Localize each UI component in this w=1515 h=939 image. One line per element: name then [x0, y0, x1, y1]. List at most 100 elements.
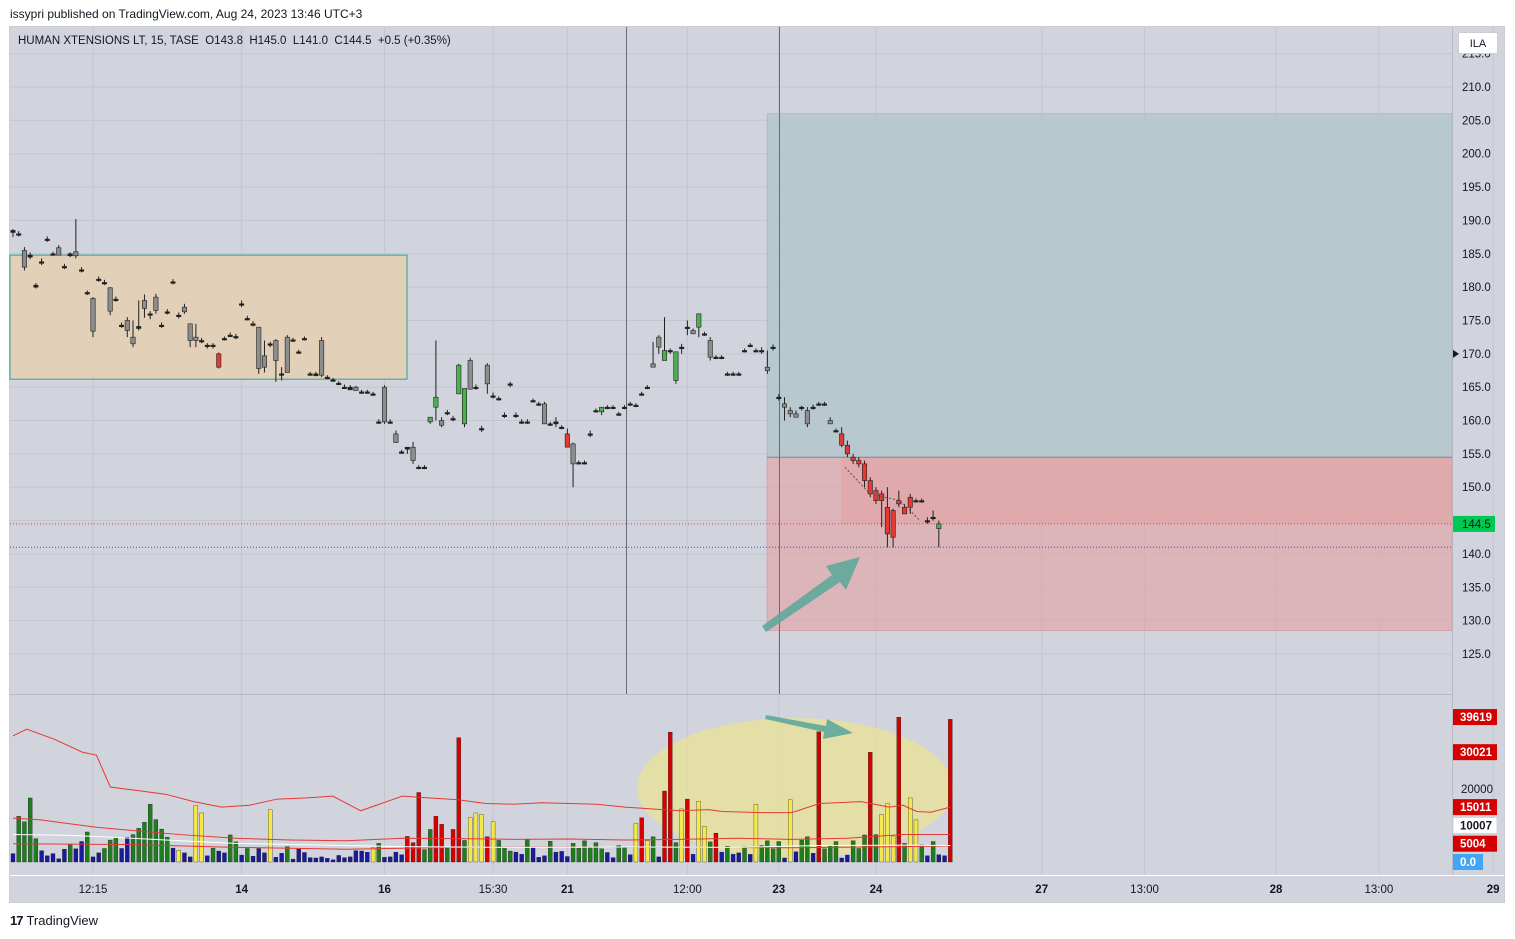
- volume-bar: [879, 814, 884, 863]
- volume-bar: [148, 804, 153, 863]
- candle-body: [176, 314, 182, 317]
- candle: [96, 276, 102, 282]
- volume-bar: [490, 821, 496, 863]
- volume-bar: [410, 842, 416, 863]
- volume-axis: 20000 39619 30021 15011 10007 5004 0.0: [1452, 709, 1498, 870]
- volume-bar: [428, 829, 433, 863]
- candle-body: [650, 363, 656, 368]
- volume-bar: [810, 853, 816, 863]
- last-price-badge: [1453, 515, 1495, 532]
- candle-body: [393, 433, 399, 443]
- volume-bar: [948, 719, 953, 863]
- volume-bar: [330, 859, 336, 863]
- volume-bar: [182, 852, 187, 863]
- volume-bar: [576, 847, 581, 863]
- volume-bar: [399, 854, 404, 863]
- price-tick-label: 200.0: [1462, 149, 1491, 161]
- volume-bar: [582, 840, 587, 863]
- volume-bar: [696, 801, 701, 863]
- price-tick-label: 170.0: [1462, 349, 1491, 361]
- volume-value-badge: [1453, 709, 1497, 726]
- candle-body: [770, 346, 776, 349]
- candle: [21, 247, 27, 271]
- time-axis-background: [10, 876, 1504, 902]
- volume-bar: [593, 842, 599, 863]
- volume-bar: [650, 836, 656, 863]
- volume-bar: [605, 852, 610, 863]
- candle-body: [399, 451, 405, 454]
- candle-body: [21, 250, 27, 268]
- candle-body: [862, 463, 868, 481]
- candle: [604, 405, 610, 410]
- volume-bar: [862, 834, 867, 863]
- candle: [844, 440, 850, 458]
- candle-body: [84, 292, 90, 295]
- volume-value-badge: [1453, 799, 1497, 816]
- currency-button[interactable]: ILA: [1458, 32, 1498, 54]
- candle-body: [159, 324, 165, 327]
- candle: [296, 349, 302, 354]
- candle-body: [90, 298, 96, 332]
- volume-bar: [256, 848, 261, 863]
- price-axis-background: [1453, 27, 1504, 875]
- volume-bar: [485, 836, 490, 863]
- volume-bar: [885, 803, 890, 863]
- tradingview-logo[interactable]: 17 TradingView: [10, 913, 98, 928]
- volume-bar: [513, 851, 519, 863]
- candle: [427, 416, 433, 424]
- candle-body: [919, 500, 925, 503]
- volume-bar: [553, 851, 559, 863]
- candle: [181, 303, 187, 314]
- volume-bar: [908, 797, 913, 863]
- volume-value-badge: [1453, 854, 1483, 870]
- candle-body: [541, 403, 547, 425]
- volume-bar: [730, 854, 736, 863]
- volume-band-middle: [12, 817, 951, 842]
- candle-body: [273, 340, 279, 361]
- candle-body: [799, 406, 805, 409]
- volume-bar: [673, 842, 679, 863]
- candle: [804, 407, 810, 428]
- candle-body: [913, 500, 919, 503]
- candle-body: [370, 393, 376, 396]
- volume-bar: [816, 731, 821, 863]
- volume-bar: [913, 819, 919, 863]
- candle: [639, 391, 645, 396]
- candle: [44, 236, 50, 242]
- volume-bar: [822, 848, 827, 863]
- candle: [10, 229, 16, 238]
- time-tick-label: 12:15: [79, 884, 108, 896]
- time-tick-label: 13:00: [1130, 884, 1159, 896]
- candle-body: [753, 350, 759, 353]
- volume-bar: [736, 852, 741, 863]
- candle: [770, 344, 776, 351]
- candle: [627, 401, 633, 406]
- time-tick-label: 21: [561, 884, 574, 896]
- candle-body: [536, 403, 542, 406]
- volume-bar: [296, 848, 301, 863]
- candle: [702, 331, 708, 336]
- candle: [330, 377, 336, 382]
- candle-body: [404, 446, 410, 450]
- candle: [936, 520, 942, 548]
- volume-bar: [770, 848, 776, 863]
- candle: [461, 388, 467, 428]
- time-tick-label: 12:00: [673, 884, 702, 896]
- candle: [284, 335, 290, 373]
- candle-body: [524, 421, 530, 424]
- candle-body: [816, 403, 822, 406]
- candle: [39, 258, 45, 266]
- candle-body: [787, 410, 793, 415]
- candle-body: [67, 253, 73, 257]
- candle: [827, 417, 833, 425]
- candle: [199, 337, 205, 344]
- candle-body: [39, 261, 45, 264]
- candle-body: [359, 391, 365, 394]
- candle: [187, 323, 193, 348]
- volume-bar: [479, 814, 484, 863]
- candle: [290, 337, 296, 342]
- candle: [616, 411, 622, 416]
- time-tick-label: 27: [1035, 884, 1048, 896]
- volume-value-badge: [1453, 744, 1497, 761]
